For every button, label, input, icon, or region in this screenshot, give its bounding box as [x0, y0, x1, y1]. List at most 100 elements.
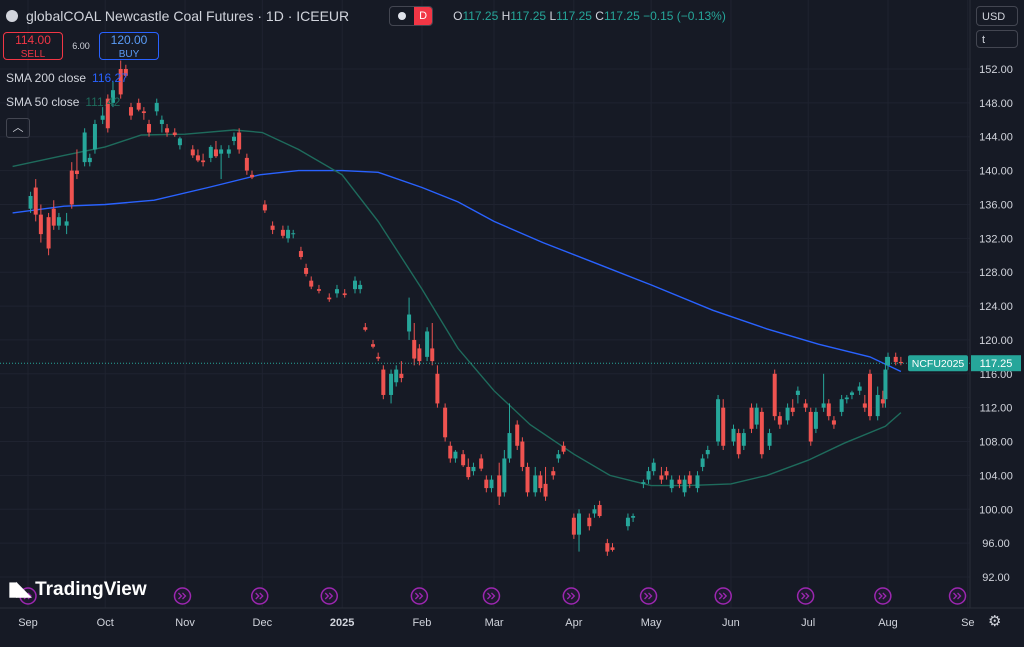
- high-key: H: [501, 9, 511, 23]
- candle-body: [556, 454, 561, 459]
- candle-body: [425, 331, 430, 357]
- candle-body: [867, 373, 872, 417]
- candle-body: [226, 149, 231, 154]
- scale-selector[interactable]: t: [976, 30, 1018, 48]
- candle-body: [286, 229, 291, 239]
- sell-button[interactable]: 114.00 SELL: [3, 32, 63, 60]
- candle-body: [219, 149, 224, 154]
- candle-body: [682, 479, 687, 493]
- candle-body: [376, 356, 381, 359]
- symbol-title[interactable]: globalCOAL Newcastle Coal Futures · 1D ·…: [26, 8, 350, 24]
- candle-body: [177, 138, 182, 146]
- candle-body: [515, 424, 520, 446]
- indicator-sma200[interactable]: SMA 200 close 116.27: [6, 71, 128, 85]
- candle-body: [839, 399, 844, 412]
- candle-body: [561, 445, 566, 452]
- event-marker-icon: [874, 587, 892, 605]
- indicator-sma50[interactable]: SMA 50 close 111.42: [6, 95, 120, 109]
- event-marker-icon: [714, 587, 732, 605]
- candle-body: [646, 471, 651, 480]
- settings-gear-icon[interactable]: ⚙: [988, 613, 1002, 630]
- candle-body: [110, 90, 115, 103]
- candle-body: [358, 284, 363, 290]
- candle-body: [479, 458, 484, 469]
- candle-body: [64, 221, 69, 226]
- currency-selector[interactable]: USD: [976, 6, 1018, 26]
- candle-body: [749, 407, 754, 429]
- candle-body: [443, 407, 448, 438]
- candle-body: [82, 132, 87, 163]
- event-arrow-icon: [414, 592, 424, 600]
- candle-body: [231, 136, 236, 141]
- candle-body: [69, 170, 74, 205]
- time-tick-label: Feb: [412, 617, 431, 629]
- candle-body: [430, 348, 435, 362]
- event-arrow-icon: [801, 592, 810, 600]
- buy-button[interactable]: 120.00 BUY: [99, 32, 159, 60]
- candle-body: [597, 505, 602, 517]
- candle-body: [659, 475, 664, 480]
- candle-body: [803, 403, 808, 408]
- candle-body: [448, 445, 453, 459]
- price-axis[interactable]: 152.00 148.00 144.00 140.00 136.00 132.00 128.…: [979, 64, 1013, 584]
- candle-body: [898, 361, 903, 364]
- candle-body: [407, 314, 412, 332]
- time-axis[interactable]: Sep Oct Nov Dec 2025 Feb Mar Apr May Jun Jul Aug Se: [18, 617, 974, 629]
- interval-badge: D: [414, 7, 433, 25]
- sma200-line: [12, 169, 902, 373]
- price-tick-label: 120.00: [979, 335, 1013, 347]
- candle-body: [172, 132, 177, 136]
- candle-body: [262, 204, 267, 211]
- candle-body: [363, 327, 368, 330]
- price-tick-label: 136.00: [979, 199, 1013, 211]
- event-arrow-icon: [178, 592, 187, 600]
- time-tick-label: Jul: [801, 617, 815, 629]
- indicator-sma200-label: SMA 200 close: [6, 71, 87, 85]
- candle-body: [587, 517, 592, 527]
- candle-body: [105, 98, 110, 129]
- event-arrow-icon: [566, 592, 576, 600]
- price-tick-label: 132.00: [979, 233, 1013, 245]
- close-value: 117.25: [603, 9, 640, 23]
- candle-body: [525, 466, 530, 493]
- candle-body: [520, 441, 525, 467]
- market-status-pill[interactable]: D: [389, 6, 434, 26]
- price-tags: NCFU2025 117.25: [908, 355, 1021, 372]
- candle-body: [466, 466, 471, 478]
- grid: [0, 0, 970, 608]
- candle-body: [886, 356, 890, 366]
- sell-price: 114.00: [15, 33, 51, 47]
- price-tick-label: 152.00: [979, 64, 1013, 76]
- candle-body: [123, 69, 128, 76]
- event-marker-icon: [19, 587, 37, 605]
- candle-body: [484, 479, 489, 489]
- buy-price: 120.00: [110, 33, 148, 47]
- event-marker-icon: [410, 587, 429, 605]
- candle-body: [118, 69, 123, 95]
- ticker-tag: [908, 355, 968, 372]
- event-arrow-icon: [255, 592, 264, 600]
- event-marker-icon: [320, 587, 339, 605]
- change-value: −0.15 (−0.13%): [643, 9, 726, 23]
- time-tick-label: 2025: [330, 617, 354, 629]
- open-value: 117.25: [462, 9, 499, 23]
- price-tick-label: 112.00: [980, 403, 1013, 415]
- event-marker-icon: [948, 587, 967, 605]
- price-tick-label: 96.00: [982, 538, 1010, 550]
- high-value: 117.25: [510, 9, 547, 23]
- candle-body: [641, 482, 646, 484]
- candle-body: [543, 483, 548, 497]
- event-arrow-icon: [324, 592, 334, 600]
- candle-body: [280, 229, 285, 236]
- candle-body: [250, 174, 255, 178]
- price-tick-label: 92.00: [982, 572, 1010, 584]
- candle-body: [777, 416, 782, 425]
- event-marker-icon: [796, 587, 815, 605]
- candle-body: [201, 160, 206, 163]
- ticker-tag-label: NCFU2025: [912, 358, 965, 370]
- candle-body: [195, 155, 200, 161]
- candle-body: [190, 149, 195, 156]
- collapse-indicators-button[interactable]: ︿: [6, 118, 30, 138]
